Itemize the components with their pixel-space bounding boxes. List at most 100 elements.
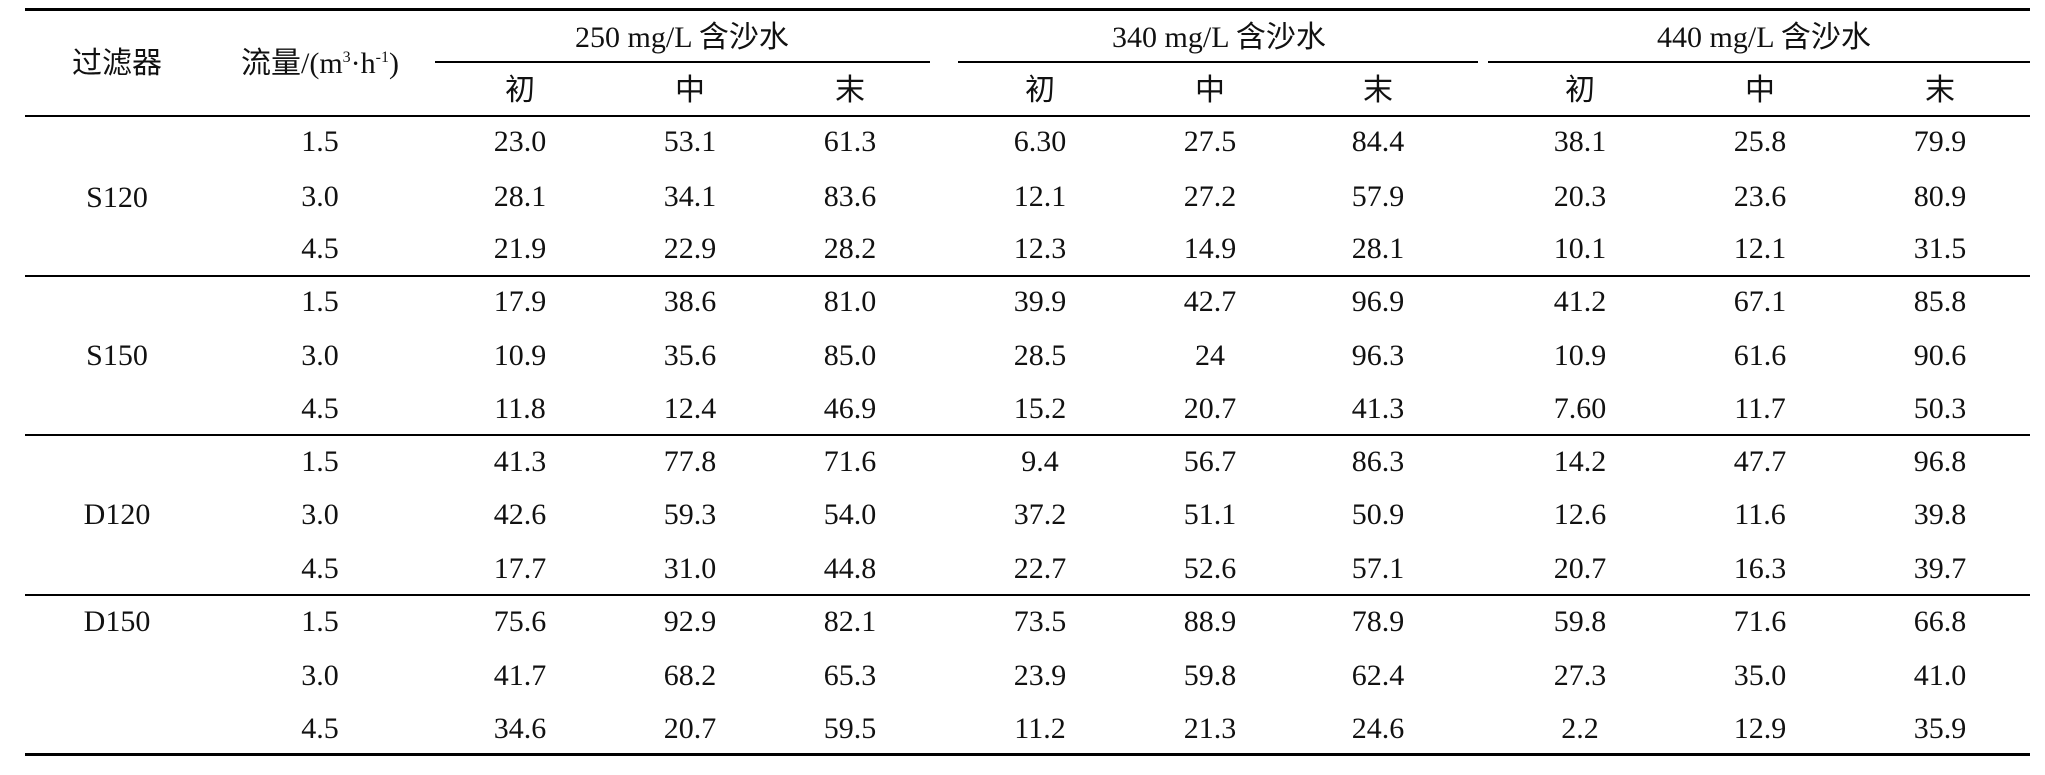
section-divider — [25, 434, 2030, 436]
value-cell: 35.6 — [663, 339, 717, 372]
value-cell: 79.9 — [1913, 125, 1967, 158]
flow-cell: 1.5 — [301, 125, 339, 158]
stage-header: 中 — [675, 74, 705, 107]
flow-suffix: ) — [389, 47, 399, 80]
value-cell: 59.5 — [823, 712, 877, 745]
value-cell: 50.3 — [1913, 392, 1967, 425]
value-cell: 59.8 — [1553, 605, 1607, 638]
flow-mid: ·h — [350, 47, 376, 80]
flow-exponent-neg1: -1 — [375, 49, 389, 66]
flow-exponent-3: 3 — [342, 49, 351, 66]
value-cell: 84.4 — [1351, 125, 1405, 158]
top-rule — [25, 8, 2030, 11]
value-cell: 23.9 — [1013, 659, 1067, 692]
value-cell: 23.6 — [1733, 180, 1787, 213]
value-cell: 34.1 — [663, 180, 717, 213]
value-cell: 10.9 — [1553, 339, 1607, 372]
value-cell: 12.6 — [1553, 498, 1607, 531]
value-cell: 35.0 — [1733, 659, 1787, 692]
value-cell: 14.9 — [1183, 232, 1237, 265]
value-cell: 67.1 — [1733, 285, 1787, 318]
value-cell: 92.9 — [663, 605, 717, 638]
value-cell: 7.60 — [1553, 392, 1607, 425]
flow-cell: 3.0 — [301, 659, 339, 692]
value-cell: 39.7 — [1913, 552, 1967, 585]
value-cell: 85.8 — [1913, 285, 1967, 318]
flow-cell: 3.0 — [301, 180, 339, 213]
value-cell: 15.2 — [1013, 392, 1067, 425]
concentration-group-header: 440 mg/L 含沙水 — [1657, 21, 1871, 54]
value-cell: 41.2 — [1553, 285, 1607, 318]
value-cell: 68.2 — [663, 659, 717, 692]
section-divider — [25, 275, 2030, 277]
flow-cell: 3.0 — [301, 498, 339, 531]
value-cell: 10.1 — [1553, 232, 1607, 265]
value-cell: 56.7 — [1183, 445, 1237, 478]
value-cell: 42.6 — [493, 498, 547, 531]
value-cell: 39.9 — [1013, 285, 1067, 318]
group-underline-2 — [958, 61, 1478, 63]
value-cell: 25.8 — [1733, 125, 1787, 158]
value-cell: 96.3 — [1351, 339, 1405, 372]
value-cell: 41.3 — [1351, 392, 1405, 425]
filter-label: S150 — [86, 339, 148, 372]
flow-column-header: 流量/(m3·h-1) — [241, 49, 399, 79]
value-cell: 20.7 — [663, 712, 717, 745]
value-cell: 31.5 — [1913, 232, 1967, 265]
value-cell: 34.6 — [493, 712, 547, 745]
value-cell: 10.9 — [493, 339, 547, 372]
value-cell: 78.9 — [1351, 605, 1405, 638]
flow-cell: 4.5 — [301, 232, 339, 265]
value-cell: 17.7 — [493, 552, 547, 585]
stage-header: 末 — [1363, 74, 1393, 107]
bottom-rule — [25, 753, 2030, 756]
value-cell: 22.9 — [663, 232, 717, 265]
value-cell: 20.7 — [1553, 552, 1607, 585]
value-cell: 28.1 — [493, 180, 547, 213]
value-cell: 82.1 — [823, 605, 877, 638]
value-cell: 28.1 — [1351, 232, 1405, 265]
value-cell: 90.6 — [1913, 339, 1967, 372]
value-cell: 86.3 — [1351, 445, 1405, 478]
value-cell: 12.9 — [1733, 712, 1787, 745]
value-cell: 11.6 — [1734, 498, 1786, 531]
value-cell: 46.9 — [823, 392, 877, 425]
value-cell: 53.1 — [663, 125, 717, 158]
value-cell: 59.3 — [663, 498, 717, 531]
value-cell: 96.9 — [1351, 285, 1405, 318]
value-cell: 20.7 — [1183, 392, 1237, 425]
value-cell: 21.3 — [1183, 712, 1237, 745]
stage-header: 中 — [1195, 74, 1225, 107]
value-cell: 17.9 — [493, 285, 547, 318]
value-cell: 11.8 — [494, 392, 546, 425]
stage-header: 中 — [1745, 74, 1775, 107]
value-cell: 75.6 — [493, 605, 547, 638]
flow-cell: 4.5 — [301, 392, 339, 425]
value-cell: 11.2 — [1014, 712, 1066, 745]
value-cell: 62.4 — [1351, 659, 1405, 692]
value-cell: 27.5 — [1183, 125, 1237, 158]
value-cell: 37.2 — [1013, 498, 1067, 531]
value-cell: 28.5 — [1013, 339, 1067, 372]
stage-header: 末 — [1925, 74, 1955, 107]
value-cell: 66.8 — [1913, 605, 1967, 638]
flow-cell: 3.0 — [301, 339, 339, 372]
value-cell: 24 — [1195, 339, 1225, 372]
value-cell: 27.3 — [1553, 659, 1607, 692]
value-cell: 42.7 — [1183, 285, 1237, 318]
flow-cell: 1.5 — [301, 285, 339, 318]
value-cell: 57.9 — [1351, 180, 1405, 213]
value-cell: 12.3 — [1013, 232, 1067, 265]
value-cell: 81.0 — [823, 285, 877, 318]
value-cell: 52.6 — [1183, 552, 1237, 585]
value-cell: 80.9 — [1913, 180, 1967, 213]
value-cell: 11.7 — [1734, 392, 1786, 425]
value-cell: 27.2 — [1183, 180, 1237, 213]
stage-header: 末 — [835, 74, 865, 107]
value-cell: 41.3 — [493, 445, 547, 478]
value-cell: 2.2 — [1561, 712, 1599, 745]
value-cell: 85.0 — [823, 339, 877, 372]
value-cell: 23.0 — [493, 125, 547, 158]
value-cell: 71.6 — [1733, 605, 1787, 638]
value-cell: 88.9 — [1183, 605, 1237, 638]
